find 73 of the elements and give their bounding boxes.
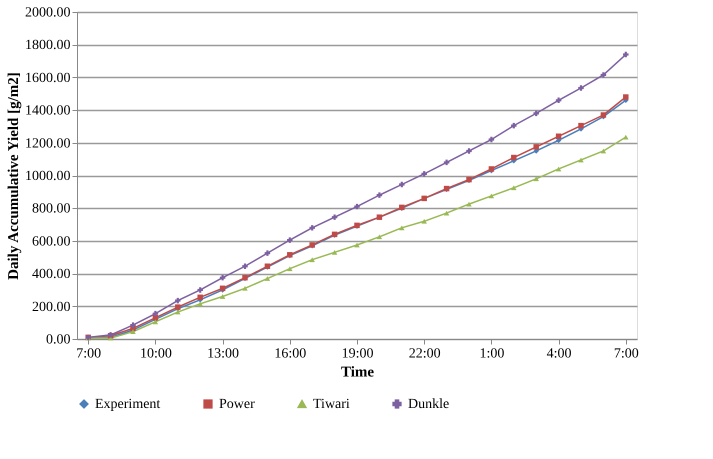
point [444, 160, 450, 166]
point [175, 298, 181, 304]
point [623, 134, 629, 140]
point [220, 294, 226, 299]
point [376, 234, 382, 240]
point [623, 94, 629, 100]
point [220, 274, 226, 280]
point [488, 136, 494, 142]
x-tick-label: 19:00 [342, 346, 374, 362]
point [152, 310, 158, 316]
point [197, 301, 203, 306]
x-axis-title: Time [340, 364, 374, 380]
point [488, 194, 494, 198]
point [556, 134, 562, 139]
point [556, 98, 562, 104]
point [511, 122, 517, 128]
point [533, 176, 539, 182]
y-tick-label: 1200.00 [25, 136, 70, 152]
point [444, 210, 450, 216]
point [623, 52, 629, 58]
legend-label: Experiment [95, 397, 160, 412]
point [466, 202, 472, 206]
y-tick-label: 600.00 [32, 234, 70, 250]
x-tick-label: 13:00 [207, 346, 240, 362]
point [354, 242, 360, 248]
x-tick-label: 22:00 [408, 346, 441, 362]
point [242, 286, 248, 291]
x-tick-label: 1:00 [479, 346, 504, 362]
point [152, 319, 158, 324]
y-tick-label: 2000.00 [25, 6, 70, 20]
point [578, 122, 584, 128]
point [600, 148, 606, 154]
y-tick-label: 1600.00 [25, 70, 70, 86]
point [332, 214, 338, 220]
y-tick-label: 400.00 [32, 267, 70, 282]
point [578, 158, 584, 162]
point [175, 310, 181, 314]
y-axis-title: Daily Accumulative Yield [g/m2] [6, 72, 22, 280]
point [309, 257, 315, 262]
point [242, 264, 248, 269]
point [421, 171, 427, 177]
point [399, 182, 405, 188]
point [421, 218, 427, 224]
point [287, 237, 293, 243]
y-tick-label: 1000.00 [25, 169, 70, 184]
x-tick-label: 10:00 [140, 346, 172, 362]
point [556, 166, 562, 172]
point [533, 110, 539, 116]
point [197, 294, 203, 300]
y-tick-label: 0.00 [46, 332, 70, 348]
x-tick-label: 7:00 [76, 346, 102, 362]
legend-label: Tiwari [313, 397, 350, 412]
x-tick-label: 7:00 [614, 346, 639, 362]
point [264, 250, 270, 256]
y-tick-label: 1400.00 [25, 104, 70, 119]
y-tick-label: 800.00 [32, 202, 70, 217]
legend-label: Dunkle [408, 397, 450, 412]
y-tick-label: 1800.00 [25, 38, 70, 54]
x-tick-label: 4:00 [546, 346, 572, 362]
point [332, 250, 338, 255]
point [511, 154, 517, 160]
y-tick-label: 200.00 [32, 300, 70, 315]
point [376, 192, 382, 198]
point [533, 144, 539, 150]
x-tick-label: 16:00 [274, 346, 306, 362]
point [287, 266, 293, 272]
legend-label: Power [219, 397, 256, 412]
point [399, 225, 405, 230]
point [600, 72, 606, 78]
point [264, 276, 270, 281]
point [511, 185, 517, 190]
point [197, 287, 203, 293]
point [309, 225, 315, 231]
